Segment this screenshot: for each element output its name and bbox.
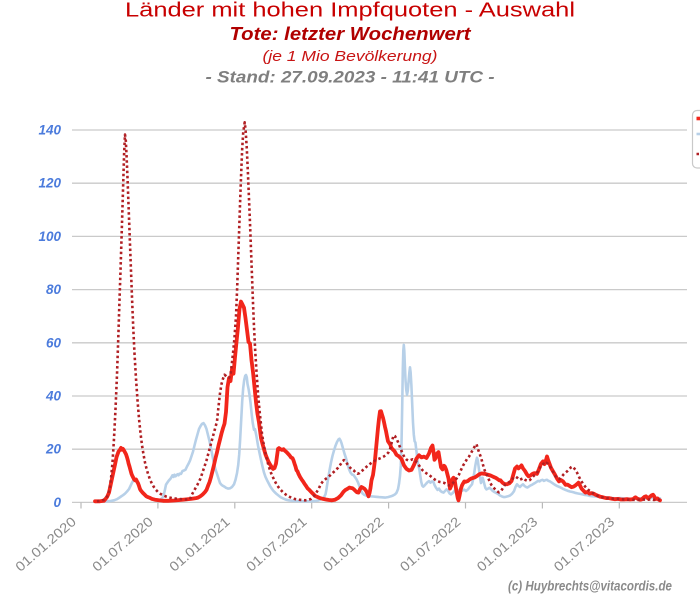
svg-text:Tote: letzter Wochenwert: Tote: letzter Wochenwert: [230, 23, 472, 44]
svg-text:(c) Huybrechts@vitacordis.de: (c) Huybrechts@vitacordis.de: [508, 579, 672, 594]
svg-text:80: 80: [46, 282, 62, 297]
svg-text:0: 0: [53, 495, 61, 510]
svg-text:100: 100: [38, 229, 61, 244]
svg-text:60: 60: [46, 335, 62, 350]
svg-text:120: 120: [38, 176, 61, 191]
svg-text:40: 40: [45, 389, 62, 404]
svg-text:140: 140: [38, 123, 61, 138]
svg-text:(je 1 Mio Bevölkerung): (je 1 Mio Bevölkerung): [263, 49, 438, 65]
svg-text:Länder mit hohen Impfquoten -: Länder mit hohen Impfquoten - Auswahl: [125, 0, 575, 22]
svg-text:- Stand: 27.09.2023 - 11:41 UT: - Stand: 27.09.2023 - 11:41 UTC -: [206, 68, 495, 87]
svg-text:20: 20: [45, 442, 62, 457]
